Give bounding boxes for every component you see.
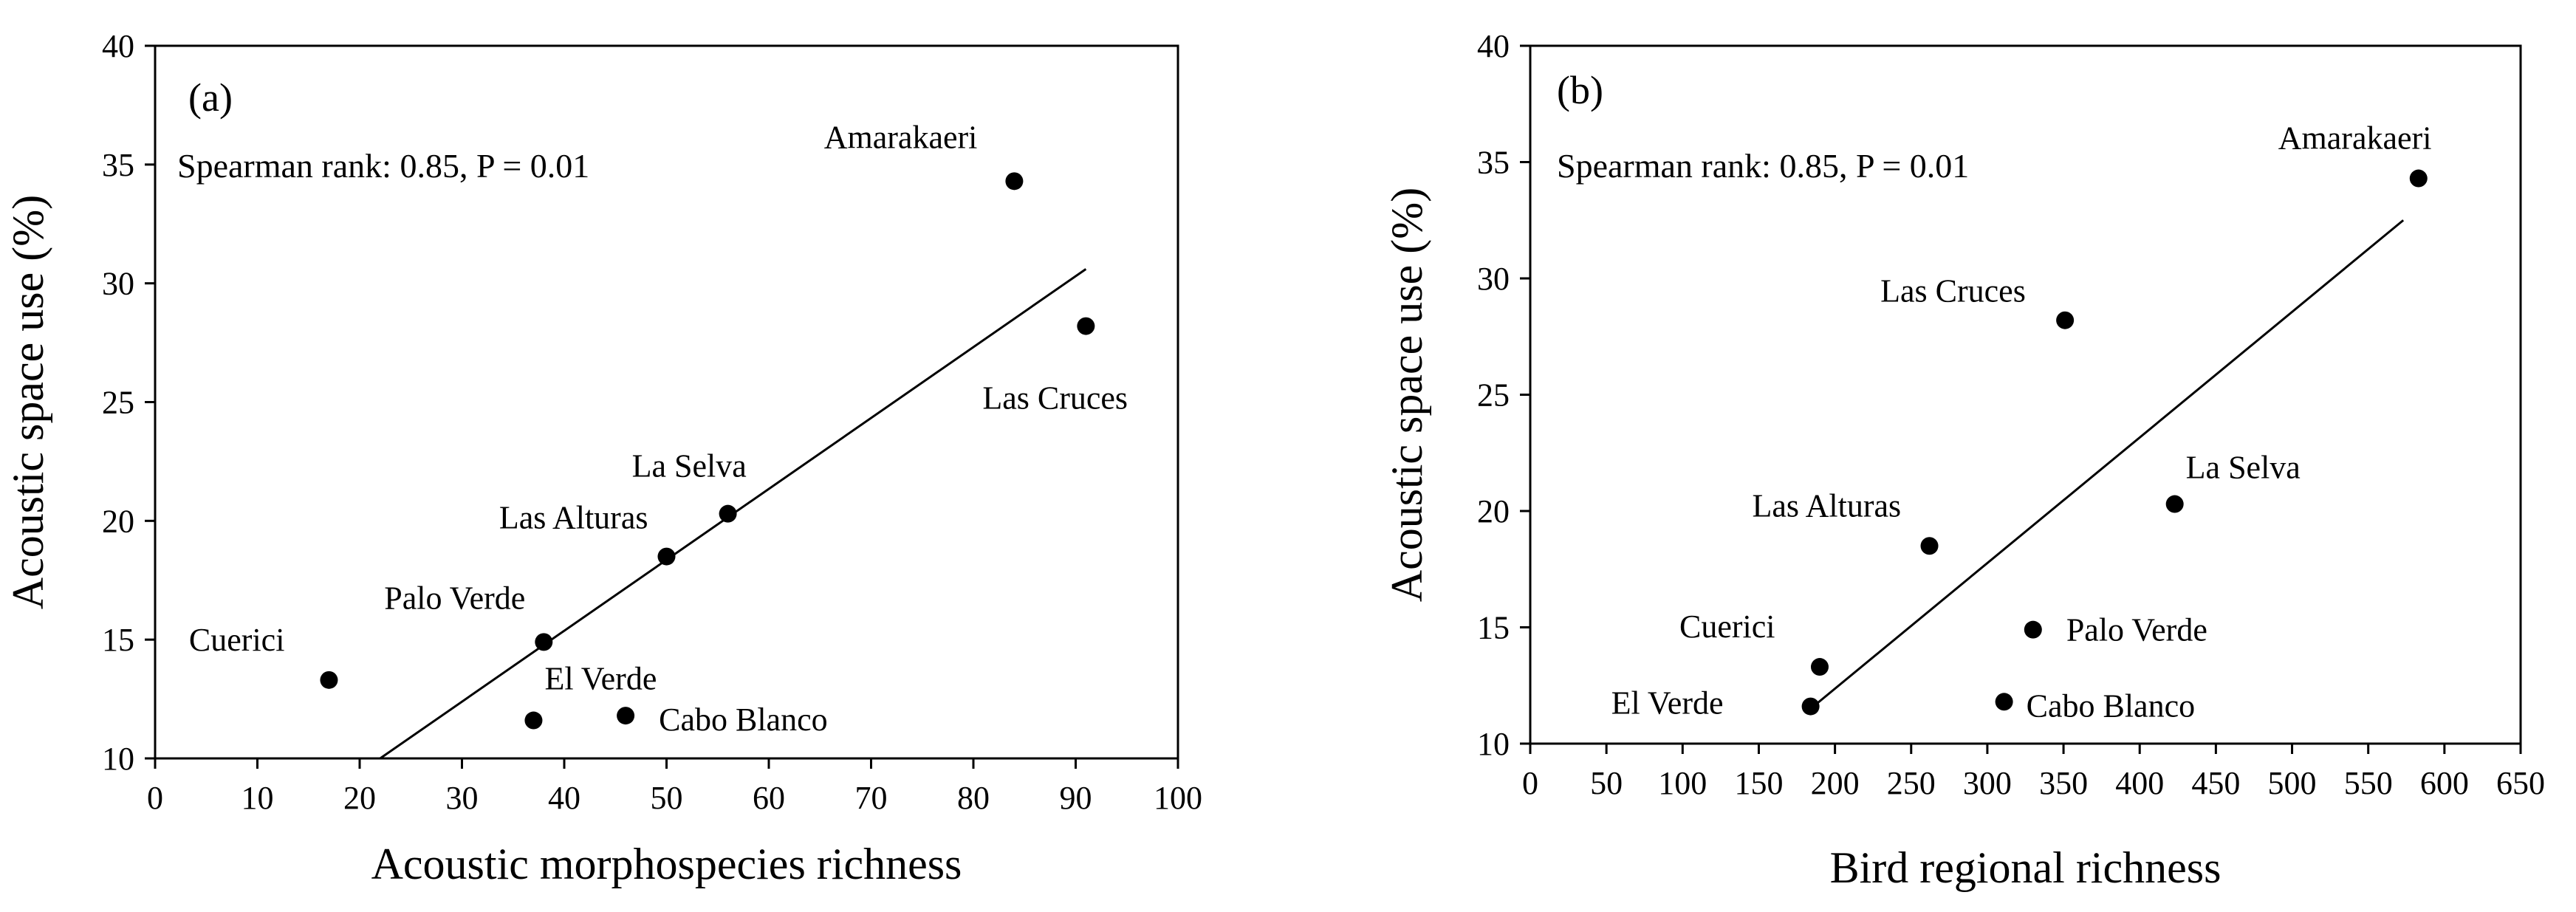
point-label: Cabo Blanco bbox=[659, 702, 828, 738]
data-point bbox=[1995, 693, 2013, 711]
panel-label: (a) bbox=[188, 75, 233, 120]
x-tick-label: 400 bbox=[2115, 765, 2164, 801]
point-label: Cuerici bbox=[1679, 608, 1775, 645]
point-label: Palo Verde bbox=[384, 580, 525, 616]
data-point bbox=[535, 633, 553, 651]
data-point bbox=[1920, 537, 1939, 555]
y-tick-label: 25 bbox=[102, 385, 134, 421]
data-point bbox=[719, 504, 737, 523]
y-axis-title: Acoustic space use (%) bbox=[1383, 188, 1431, 602]
x-axis-title: Acoustic morphospecies richness bbox=[371, 840, 962, 888]
regression-line bbox=[1809, 219, 2405, 710]
point-label: El Verde bbox=[544, 661, 657, 697]
x-tick-label: 70 bbox=[855, 780, 888, 816]
panel-label: (b) bbox=[1557, 68, 1603, 112]
point-label: Las Cruces bbox=[1880, 273, 2026, 309]
x-tick-label: 20 bbox=[343, 780, 376, 816]
data-point bbox=[524, 711, 543, 730]
x-tick-label: 10 bbox=[242, 780, 274, 816]
data-point bbox=[1077, 317, 1095, 335]
data-point bbox=[2056, 311, 2075, 329]
data-point bbox=[1005, 172, 1024, 191]
y-tick-label: 40 bbox=[102, 28, 134, 64]
x-tick-label: 550 bbox=[2344, 765, 2393, 801]
spearman-annotation: Spearman rank: 0.85, P = 0.01 bbox=[177, 147, 589, 185]
data-point bbox=[2024, 620, 2042, 639]
point-label: Cuerici bbox=[189, 622, 285, 658]
point-label: El Verde bbox=[1611, 685, 1724, 721]
x-tick-label: 80 bbox=[957, 780, 990, 816]
x-tick-label: 500 bbox=[2268, 765, 2317, 801]
data-point bbox=[2165, 495, 2184, 513]
x-tick-label: 650 bbox=[2496, 765, 2545, 801]
point-label: Amarakaeri bbox=[2278, 120, 2432, 157]
x-axis-title: Bird regional richness bbox=[1830, 843, 2222, 892]
x-tick-label: 50 bbox=[1590, 765, 1623, 801]
y-tick-label: 40 bbox=[1477, 28, 1510, 64]
x-tick-label: 450 bbox=[2191, 765, 2240, 801]
data-point bbox=[320, 671, 338, 689]
point-label: La Selva bbox=[632, 448, 747, 484]
x-tick-label: 0 bbox=[147, 780, 163, 816]
x-tick-label: 40 bbox=[548, 780, 580, 816]
x-tick-label: 250 bbox=[1887, 765, 1936, 801]
point-label: Las Cruces bbox=[982, 380, 1128, 416]
data-point bbox=[657, 547, 676, 566]
point-label: Cabo Blanco bbox=[2027, 688, 2196, 724]
x-tick-label: 0 bbox=[1522, 765, 1538, 801]
panel-b: 0 50 100 150 200 250 300 350 400 450 500 550 600 650 1… bbox=[1383, 28, 2545, 892]
y-tick-label: 25 bbox=[1477, 377, 1510, 414]
panel-a: 0 10 20 30 40 50 60 70 80 90 100 10 15 20 25 30 35 40 Acou… bbox=[4, 28, 1202, 888]
y-tick-label: 30 bbox=[102, 266, 134, 302]
y-tick-label: 15 bbox=[102, 622, 134, 658]
x-tick-label: 300 bbox=[1963, 765, 2012, 801]
x-tick-label: 600 bbox=[2420, 765, 2469, 801]
x-tick-label: 90 bbox=[1060, 780, 1092, 816]
x-tick-label: 200 bbox=[1811, 765, 1860, 801]
data-point bbox=[617, 707, 635, 725]
y-tick-label: 20 bbox=[1477, 493, 1510, 529]
point-label: Amarakaeri bbox=[824, 119, 978, 155]
point-label: Las Alturas bbox=[499, 500, 648, 536]
x-tick-label: 100 bbox=[1154, 780, 1202, 816]
y-tick-label: 35 bbox=[102, 147, 134, 183]
x-tick-label: 350 bbox=[2039, 765, 2088, 801]
point-label: Las Alturas bbox=[1753, 487, 1902, 524]
x-tick-label: 150 bbox=[1734, 765, 1783, 801]
spearman-annotation: Spearman rank: 0.85, P = 0.01 bbox=[1557, 147, 1969, 185]
y-tick-label: 20 bbox=[102, 503, 134, 539]
x-tick-label: 60 bbox=[753, 780, 785, 816]
y-tick-label: 10 bbox=[1477, 726, 1510, 762]
data-point bbox=[1810, 658, 1829, 676]
data-point bbox=[1801, 697, 1820, 716]
x-tick-label: 50 bbox=[651, 780, 683, 816]
y-tick-label: 15 bbox=[1477, 610, 1510, 646]
x-tick-label: 30 bbox=[446, 780, 479, 816]
y-tick-label: 10 bbox=[102, 741, 134, 777]
y-tick-label: 35 bbox=[1477, 145, 1510, 181]
point-label: La Selva bbox=[2186, 450, 2301, 486]
point-label: Palo Verde bbox=[2066, 612, 2207, 648]
y-axis-title: Acoustic space use (%) bbox=[4, 195, 52, 609]
x-tick-label: 100 bbox=[1658, 765, 1707, 801]
data-point bbox=[2409, 169, 2428, 188]
y-tick-label: 30 bbox=[1477, 261, 1510, 297]
